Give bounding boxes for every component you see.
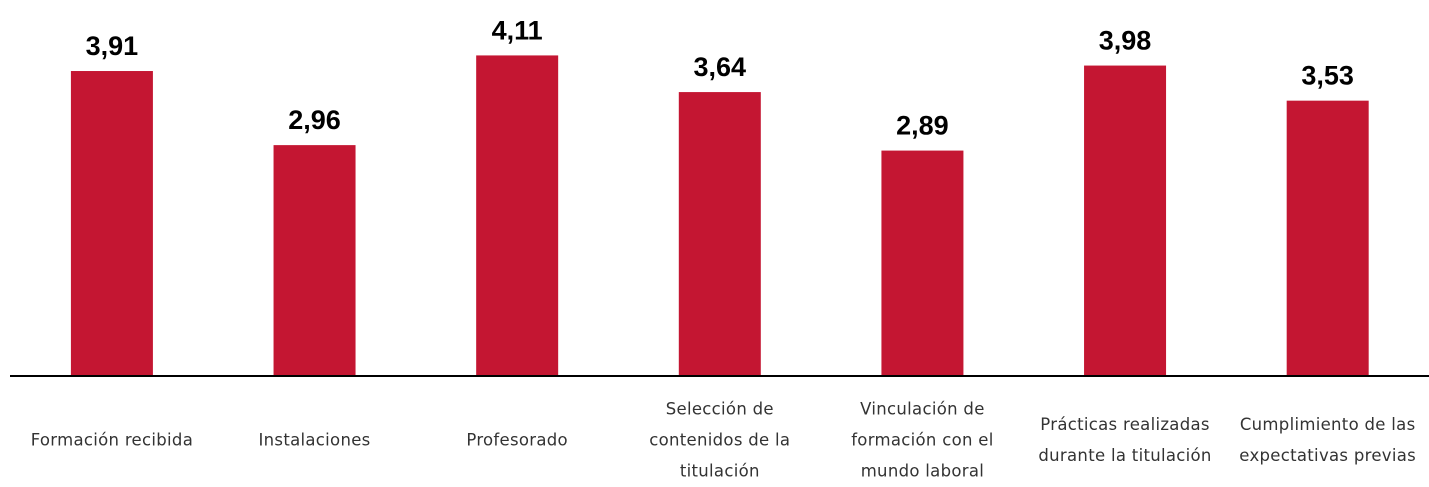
bar	[476, 55, 559, 377]
value-label: 3,53	[1301, 61, 1354, 91]
bar	[678, 92, 761, 376]
value-label: 3,91	[86, 31, 139, 61]
x-tick-label: Profesorado	[466, 430, 568, 450]
bar	[70, 71, 153, 377]
x-tick-label: Vinculación de formación con el mundo la…	[851, 399, 994, 481]
x-tick-label: Prácticas realizadas durante la titulaci…	[1038, 415, 1212, 465]
bar	[1286, 100, 1369, 376]
x-tick-label: Formación recibida	[30, 430, 194, 450]
x-tick-label: Cumplimiento de las expectativas previas	[1239, 415, 1417, 465]
value-label: 3,64	[694, 52, 747, 82]
bar	[1084, 65, 1167, 376]
bar	[881, 150, 964, 376]
x-tick-label: Instalaciones	[258, 430, 371, 450]
value-label: 2,89	[896, 111, 949, 141]
value-label: 4,11	[492, 15, 543, 45]
x-tick-label: Selección de contenidos de la titulación	[649, 399, 791, 481]
value-label: 2,96	[288, 105, 341, 135]
value-label: 3,98	[1099, 26, 1152, 56]
bar	[273, 145, 356, 376]
